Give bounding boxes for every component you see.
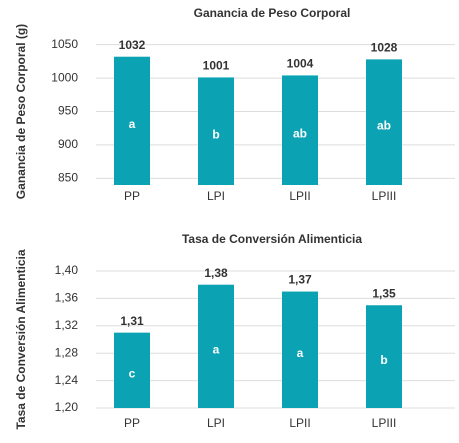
significance-letter: ab bbox=[377, 118, 391, 132]
y-tick-label: 1,24 bbox=[55, 373, 79, 387]
chart-title: Tasa de Conversión Alimenticia bbox=[182, 232, 362, 246]
y-tick-label: 950 bbox=[58, 104, 78, 118]
bar bbox=[282, 75, 318, 185]
value-label: 1032 bbox=[119, 38, 146, 52]
significance-letter: c bbox=[129, 366, 136, 380]
value-label: 1,37 bbox=[288, 273, 312, 287]
y-axis-label: Tasa de Conversión Alimenticia bbox=[14, 249, 28, 429]
bar bbox=[114, 332, 150, 408]
y-tick-label: 1050 bbox=[51, 37, 78, 51]
value-label: 1,31 bbox=[120, 314, 144, 328]
x-tick-label: LPIII bbox=[372, 416, 397, 430]
x-tick-label: LPIII bbox=[372, 189, 397, 203]
x-tick-label: LPII bbox=[289, 189, 310, 203]
y-tick-label: 1,20 bbox=[55, 400, 79, 414]
bar bbox=[114, 56, 150, 185]
chart-title: Ganancia de Peso Corporal bbox=[194, 6, 351, 20]
y-tick-label: 1,32 bbox=[55, 318, 79, 332]
significance-letter: a bbox=[129, 117, 136, 131]
x-tick-label: PP bbox=[124, 416, 140, 430]
y-tick-label: 900 bbox=[58, 137, 78, 151]
significance-letter: b bbox=[212, 127, 219, 141]
significance-letter: ab bbox=[293, 126, 307, 140]
y-tick-label: 1,40 bbox=[55, 263, 79, 277]
x-tick-label: LPI bbox=[207, 416, 225, 430]
y-tick-label: 850 bbox=[58, 170, 78, 184]
value-label: 1,35 bbox=[372, 286, 396, 300]
x-tick-label: PP bbox=[124, 189, 140, 203]
x-tick-label: LPII bbox=[289, 416, 310, 430]
significance-letter: b bbox=[380, 353, 387, 367]
value-label: 1028 bbox=[371, 41, 398, 55]
value-label: 1,38 bbox=[204, 266, 228, 280]
y-tick-label: 1000 bbox=[51, 70, 78, 84]
bar bbox=[366, 305, 402, 408]
bar bbox=[282, 291, 318, 408]
y-tick-label: 1,36 bbox=[55, 291, 79, 305]
significance-letter: a bbox=[213, 343, 220, 357]
y-tick-label: 1,28 bbox=[55, 345, 79, 359]
bar bbox=[198, 77, 234, 185]
y-axis-label: Ganancia de Peso Corporal (g) bbox=[14, 24, 28, 199]
bar bbox=[198, 284, 234, 408]
value-label: 1001 bbox=[203, 59, 230, 73]
x-tick-label: LPI bbox=[207, 189, 225, 203]
value-label: 1004 bbox=[287, 57, 314, 71]
significance-letter: a bbox=[297, 346, 304, 360]
bar bbox=[366, 59, 402, 185]
